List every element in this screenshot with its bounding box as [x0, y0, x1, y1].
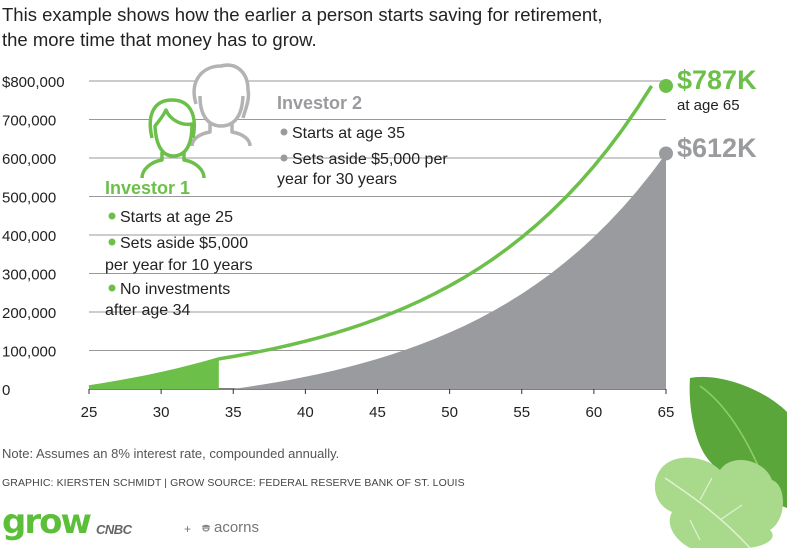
- investor-2-end-point: [659, 146, 673, 161]
- footnote: Note: Assumes an 8% interest rate, compo…: [2, 446, 340, 461]
- intro-line-2: the more time that money has to grow.: [2, 29, 317, 50]
- bullet-dot: [108, 212, 116, 220]
- investor-1-contribution-area: [89, 358, 219, 389]
- bullet-dot: [108, 284, 116, 292]
- investor-1-bullet-2a: Sets aside $5,000: [120, 235, 248, 252]
- investor-1-bullet-3a: No investments: [120, 281, 230, 298]
- plus-sign: +: [184, 522, 192, 536]
- x-tick-label: 60: [586, 404, 603, 421]
- data-areas: [88, 78, 673, 389]
- intro-line-1: This example shows how the earlier a per…: [2, 4, 603, 25]
- investor-1-heading: Investor 1: [105, 178, 190, 198]
- y-tick-label: 600,000: [2, 151, 56, 168]
- x-tick-label: 25: [81, 404, 98, 421]
- investor-2-bullet-2a: Sets aside $5,000 per: [292, 151, 448, 168]
- x-tick-label: 30: [153, 404, 170, 421]
- acorns-logo: acorns: [214, 519, 260, 536]
- investor-2-heading: Investor 2: [277, 93, 362, 113]
- bullet-dot: [280, 128, 288, 136]
- y-tick-label: 300,000: [2, 267, 56, 284]
- x-tick-label: 35: [225, 404, 242, 421]
- investor-1-end-point: [659, 78, 673, 93]
- acorn-icon: [202, 524, 210, 532]
- investor-1-legend: Investor 1 Starts at age 25 Sets aside $…: [105, 178, 253, 319]
- bullet-dot: [108, 238, 116, 246]
- intro-text: This example shows how the earlier a per…: [2, 2, 702, 52]
- y-axis-labels: $800,000 700,000 600,000 500,000 400,000 300,…: [2, 74, 65, 399]
- investor-1-bullet-3b: after age 34: [105, 302, 191, 319]
- x-tick-label: 55: [513, 404, 530, 421]
- y-tick-label: 200,000: [2, 305, 56, 322]
- person-outline-icon: [190, 63, 252, 147]
- bullet-dot: [280, 154, 288, 162]
- y-tick-label: 100,000: [2, 344, 56, 361]
- grow-logo: grow: [2, 502, 92, 542]
- y-tick-label: 400,000: [2, 228, 56, 245]
- x-tick-label: 45: [369, 404, 386, 421]
- investor-2-bullet-2b: year for 30 years: [277, 171, 397, 188]
- investor-2-bullet-1: Starts at age 35: [292, 125, 405, 142]
- y-tick-label: $800,000: [2, 74, 65, 91]
- cnbc-logo: CNBC: [96, 522, 132, 537]
- source-credit: GRAPHIC: KIERSTEN SCHMIDT | GROW SOURCE:…: [2, 477, 465, 489]
- x-tick-label: 50: [441, 404, 458, 421]
- x-tick-label: 65: [658, 404, 675, 421]
- investor-1-bullet-2b: per year for 10 years: [105, 257, 253, 274]
- y-tick-label: 0: [2, 382, 10, 399]
- investor-1-total-age: at age 65: [677, 97, 740, 114]
- x-axis-labels: 25 30 35 40 45 50 55 60 65: [81, 389, 675, 421]
- investor-1-total: $787K: [677, 65, 757, 95]
- oak-leaf-icon: [654, 376, 787, 548]
- brand-logos: grow CNBC + acorns: [0, 502, 300, 544]
- x-tick-label: 40: [297, 404, 314, 421]
- investor-2-legend: Investor 2 Starts at age 35 Sets aside $…: [277, 93, 448, 188]
- y-tick-label: 500,000: [2, 190, 56, 207]
- person-outline-icon: [140, 98, 206, 179]
- investor-1-bullet-1: Starts at age 25: [120, 209, 233, 226]
- investor-2-area: [233, 153, 666, 389]
- investor-2-total: $612K: [677, 133, 757, 163]
- investor-1-line: [88, 84, 654, 389]
- y-tick-label: 700,000: [2, 113, 56, 130]
